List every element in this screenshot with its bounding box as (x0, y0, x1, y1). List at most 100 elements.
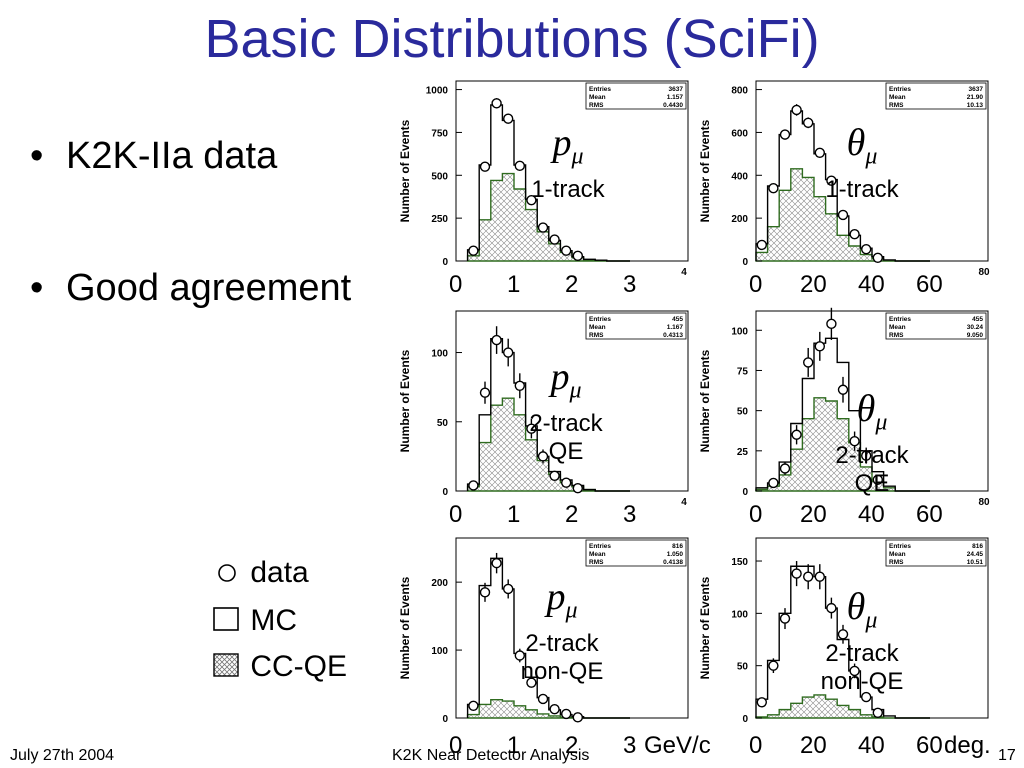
data-point (826, 597, 837, 619)
data-point (502, 338, 514, 367)
data-point (468, 700, 479, 711)
stats-value: 0.4313 (663, 332, 683, 339)
data-point (756, 697, 768, 708)
bullet-text-2: Good agreement (66, 267, 352, 309)
y-axis-title: Number of Events (398, 349, 412, 452)
data-point (837, 209, 849, 221)
y-tick-label: 100 (431, 646, 448, 657)
panel-label-line: QE (854, 469, 890, 497)
x-tick-label: 40 (858, 732, 885, 759)
x-tick-label: 3 (623, 501, 637, 528)
histogram-theta-2track-qe: 0 25 50 75 100 Number of Events 80 Entries 455 Me… (696, 305, 996, 527)
panel-label-line: 1-track (825, 175, 899, 203)
data-point (814, 147, 826, 158)
histogram-plot: 0 25 50 75 100 Number of Events 80 Entries 455 Me… (698, 307, 990, 508)
footer-date: July 27th 2004 (10, 747, 115, 764)
data-point (502, 113, 514, 124)
panel-label-line: 1-track (531, 175, 605, 203)
legend-label-mc: MC (250, 604, 297, 637)
data-point (491, 552, 502, 574)
x-tick-label: 60 (916, 501, 943, 528)
histogram-p-2track-nonqe: 0 100 200 Number of Events Entries 816 Mean 1.0… (396, 532, 696, 754)
data-point (802, 347, 814, 377)
open-square-icon (212, 606, 242, 632)
stats-value: 10.51 (967, 559, 984, 566)
x-tick-label: 2 (565, 271, 579, 298)
stats-label: Entries (889, 86, 911, 93)
variable-name: θ (846, 122, 866, 164)
ccqe-histogram (755, 694, 930, 719)
data-point (779, 462, 791, 475)
bullet-icon: • (30, 135, 44, 177)
x-tick-label: 1 (507, 501, 521, 528)
stats-value: 0.4138 (663, 559, 683, 566)
data-point (560, 245, 572, 256)
panel-label-line: QE (548, 437, 584, 465)
stats-box (585, 82, 687, 110)
y-tick-label: 50 (737, 662, 749, 673)
stats-value: 10.13 (967, 102, 984, 109)
y-tick-label: 50 (737, 407, 749, 418)
data-point (814, 331, 826, 361)
variable-subscript: μ (865, 143, 878, 170)
histogram-plot: 0 200 400 600 800 Number of Events 80 Entries 36… (698, 80, 990, 278)
stats-label: RMS (889, 559, 904, 566)
data-point (549, 470, 560, 481)
stats-box (585, 539, 687, 567)
y-tick-label: 800 (731, 86, 748, 97)
histogram-plot: 0 50 100 150 Number of Events Entries 816 Mean 2… (698, 537, 989, 725)
data-point (479, 161, 491, 172)
stats-label: Mean (889, 324, 906, 331)
data-point (849, 229, 860, 240)
variable-subscript: μ (569, 377, 582, 404)
data-point (768, 658, 779, 673)
data-point (802, 117, 814, 129)
y-tick-label: 750 (431, 128, 448, 139)
x-axis-end-label: 4 (681, 267, 687, 278)
data-point (560, 477, 572, 488)
hatched-square-icon (212, 652, 242, 678)
stats-label: Mean (589, 324, 606, 331)
data-point (572, 712, 584, 723)
panel-label-line: 2-track (529, 409, 603, 437)
panel-label-line: non-QE (820, 667, 904, 695)
y-tick-label: 1000 (426, 86, 449, 97)
data-point (491, 98, 502, 109)
bullet-item-1: • K2K-IIa data (30, 134, 277, 178)
histogram-plot: 0 50 100 Number of Events 4 Entries 455 Mean 1.1… (398, 310, 689, 508)
y-tick-label: 50 (437, 418, 449, 429)
stats-value: 3637 (669, 86, 684, 93)
footer-page-number: 17 (998, 747, 1016, 764)
bullet-icon: • (30, 267, 44, 309)
bullet-text-1: K2K-IIa data (66, 135, 278, 177)
panel-label: pμ 2-track non-QE (502, 578, 622, 686)
y-axis-title: Number of Events (398, 576, 412, 679)
data-point (572, 250, 584, 262)
data-point (826, 307, 837, 340)
variable-name: p (552, 122, 572, 164)
variable-symbol: pμ (502, 578, 622, 630)
x-tick-label: 20 (800, 732, 827, 759)
legend-item-ccqe: CC-QE (212, 650, 347, 684)
data-point (872, 707, 884, 718)
stats-label: RMS (889, 102, 904, 109)
x-tick-label: 20 (800, 501, 827, 528)
stats-value: 24.45 (967, 551, 984, 558)
y-tick-label: 25 (737, 447, 749, 458)
legend-item-mc: MC (212, 604, 297, 638)
variable-symbol: θμ (802, 124, 922, 176)
x-axis-unit: GeV/c (644, 732, 711, 759)
footer-title: K2K Near Detector Analysis (392, 747, 590, 764)
y-tick-label: 200 (431, 578, 448, 589)
data-point (802, 564, 814, 590)
x-tick-label: 0 (449, 732, 463, 759)
variable-symbol: pμ (508, 124, 628, 176)
x-tick-label: 60 (916, 271, 943, 298)
variable-subscript: μ (875, 409, 888, 436)
stats-label: Entries (589, 316, 611, 323)
data-point (468, 480, 479, 491)
mc-histogram (466, 557, 630, 719)
y-tick-label: 100 (731, 326, 748, 337)
panel-label-line: 2-track (825, 639, 899, 667)
data-point (537, 222, 549, 233)
